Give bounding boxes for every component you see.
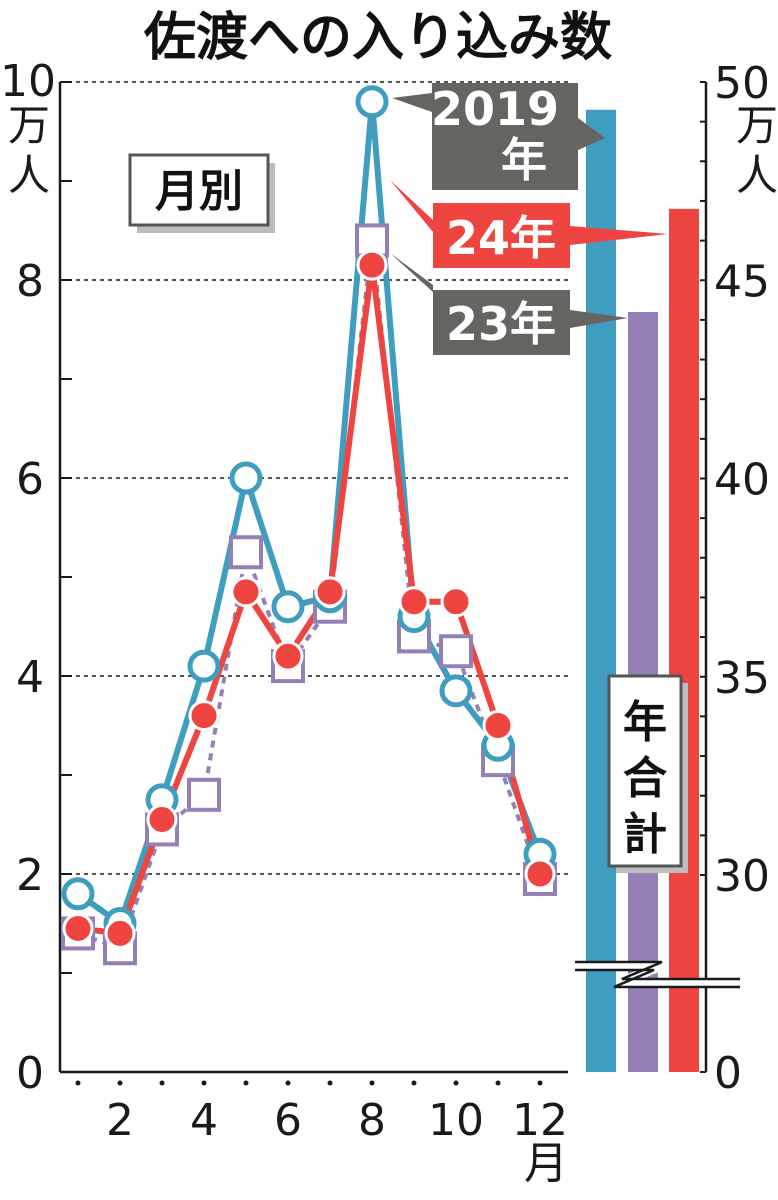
x-tick [495, 1080, 501, 1086]
marker-2024 [482, 710, 514, 741]
x-tick [411, 1080, 417, 1086]
annual-bars [586, 109, 699, 1073]
x-tick [327, 1080, 333, 1086]
marker-2023 [187, 777, 221, 812]
left-tick-label: 8 [16, 256, 44, 307]
axis-break [575, 960, 740, 989]
annual-bar [669, 208, 699, 1072]
x-tick [75, 1080, 81, 1086]
x-tick-label: 4 [190, 1095, 218, 1146]
callout-2019: 2019 年 [392, 82, 605, 190]
right-unit-char-2: 人 [736, 151, 778, 200]
right-tick-label: 30 [714, 851, 770, 902]
x-axis: 2 4 6 8 10 12 [75, 1080, 568, 1146]
marker-2024 [188, 700, 220, 732]
left-unit-char-1: 万 [8, 101, 50, 150]
left-unit-char-2: 人 [8, 151, 50, 200]
callout-2019-line2: 年 [501, 133, 547, 187]
callout-23-text: 23年 [446, 297, 556, 351]
left-tick-label: 10 [0, 56, 56, 107]
annual-label-char-3: 計 [623, 809, 667, 860]
left-tick-label: 6 [16, 454, 44, 505]
marker-2024 [314, 576, 346, 608]
chart-title: 佐渡への入り込み数 [143, 8, 612, 68]
callout-24: 24年 [390, 180, 668, 268]
x-tick [369, 1080, 375, 1086]
annual-bar [586, 109, 616, 1072]
marker-2019 [271, 590, 305, 624]
annual-label-char-2: 合 [623, 753, 667, 804]
left-tick-label: 0 [16, 1048, 44, 1099]
marker-2023 [439, 634, 473, 669]
right-axis: 0 30 35 40 45 50 [700, 58, 770, 1099]
marker-2019 [355, 85, 389, 119]
marker-2024 [440, 586, 472, 618]
x-tick [159, 1080, 165, 1086]
annual-label-box: 年 合 計 [607, 674, 688, 873]
x-tick [453, 1080, 459, 1086]
x-tick [285, 1080, 291, 1086]
marker-2024 [146, 804, 178, 836]
annual-label-char-1: 年 [623, 697, 667, 748]
x-tick [243, 1080, 249, 1086]
x-tick-label: 6 [274, 1095, 302, 1146]
marker-2024 [230, 576, 262, 608]
marker-2024 [356, 249, 388, 281]
x-tick-label: 2 [106, 1095, 134, 1146]
callout-2019-line1: 2019 [431, 82, 559, 136]
marker-2019 [187, 649, 221, 683]
left-axis: 0 2 4 6 8 10 [0, 56, 568, 1099]
x-tick [201, 1080, 207, 1086]
left-tick-label: 4 [16, 652, 44, 703]
right-tick-label: 40 [714, 455, 770, 506]
marker-2019 [439, 674, 473, 708]
callout-24-text: 24年 [446, 211, 556, 265]
x-tick [117, 1080, 123, 1086]
marker-2024 [272, 640, 304, 672]
monthly-markers [61, 85, 557, 966]
marker-2019 [61, 877, 95, 911]
callout-23: 23年 [390, 253, 628, 355]
marker-2024 [398, 586, 430, 618]
x-unit-label: 月 [524, 1138, 568, 1189]
right-tick-label: 0 [714, 1048, 742, 1099]
monthly-label-box: 月別 [128, 153, 275, 233]
x-tick [537, 1080, 543, 1086]
x-tick-label: 12 [512, 1095, 568, 1146]
marker-2024 [104, 917, 136, 949]
series-line [77, 238, 542, 951]
marker-2023 [229, 535, 263, 570]
right-tick-label: 35 [714, 653, 770, 704]
marker-2024 [62, 912, 94, 944]
right-tick-label: 50 [714, 58, 770, 109]
marker-2024 [524, 858, 556, 890]
left-tick-label: 2 [16, 850, 44, 901]
x-tick-label: 8 [358, 1095, 386, 1146]
marker-2019 [229, 461, 263, 495]
monthly-label: 月別 [155, 166, 243, 217]
x-tick-label: 10 [428, 1095, 484, 1146]
right-tick-label: 45 [714, 256, 770, 307]
right-unit-char-1: 万 [736, 101, 778, 150]
